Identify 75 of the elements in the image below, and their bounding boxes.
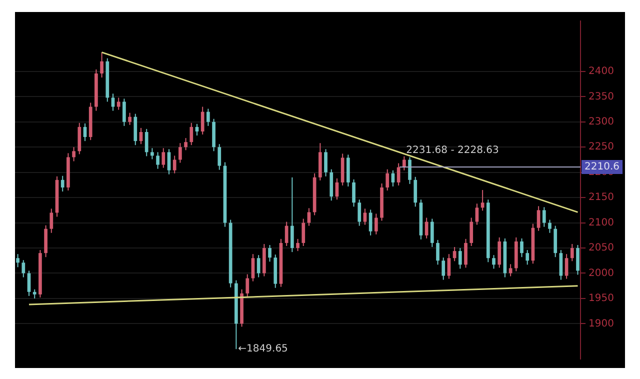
candlestick [172, 155, 176, 174]
y-tick-label: 2100 [588, 217, 614, 228]
candlestick [368, 209, 372, 236]
candlestick [363, 208, 367, 226]
ref-line-label: 2210.6 [584, 162, 620, 173]
candlestick [16, 254, 20, 268]
candlestick [520, 238, 524, 258]
y-tick-label: 2000 [588, 268, 614, 279]
candlestick [374, 213, 378, 235]
candlestick [32, 288, 36, 299]
candlestick [526, 250, 530, 266]
y-tick-label: 1950 [588, 293, 614, 304]
y-tick-label: 2300 [588, 116, 614, 128]
candlestick [122, 98, 126, 126]
candlestick [414, 176, 418, 208]
candlestick [167, 148, 171, 175]
candlestick [184, 138, 188, 151]
candlestick [111, 93, 115, 112]
candlestick [548, 219, 552, 234]
candlestick [430, 218, 434, 248]
candlestick [402, 156, 406, 171]
y-tick-label: 2050 [588, 242, 614, 254]
candlestick [251, 254, 255, 282]
candlestick [442, 257, 446, 280]
candlestick [296, 238, 300, 252]
candlestick [498, 236, 502, 268]
candlestick [268, 244, 272, 262]
candlestick [218, 144, 222, 170]
candlestick [100, 52, 104, 78]
candlestick [284, 221, 288, 246]
y-tick-label: 1900 [588, 318, 614, 330]
candlestick [27, 270, 31, 296]
annotation: ←1849.65 [238, 344, 288, 355]
candlestick [408, 156, 412, 184]
candlestick [458, 248, 462, 270]
candlestick [436, 239, 440, 266]
candlestick [116, 97, 120, 110]
candlestick [60, 175, 64, 192]
candlestick [386, 168, 390, 192]
candlestick [302, 218, 306, 246]
y-tick-label: 2400 [588, 66, 614, 78]
candlestick [190, 122, 194, 146]
candlestick [290, 176, 294, 253]
candlestick [352, 178, 356, 208]
candlestick [128, 112, 132, 126]
candlestick [570, 243, 574, 262]
candlestick [206, 108, 210, 126]
annotation: 2231.68 - 2228.63 [406, 144, 499, 156]
candlestick [447, 254, 451, 280]
candlestick [358, 199, 362, 226]
candlestick [492, 254, 496, 270]
candlestick [307, 208, 311, 226]
candlestick [178, 142, 182, 164]
candlestick [542, 206, 546, 228]
candlestick [162, 148, 166, 168]
candlestick [200, 106, 204, 136]
candlestick [246, 274, 250, 297]
candlestick [324, 148, 328, 177]
candlestick [536, 206, 540, 232]
candlestick [559, 250, 563, 280]
candlestick [144, 128, 148, 157]
y-tick-label: 2150 [588, 192, 614, 204]
candlestick [150, 148, 154, 160]
candlestick [464, 238, 468, 268]
candlestick [470, 217, 474, 246]
y-tick-label: 2250 [588, 142, 614, 153]
candlestick [576, 244, 580, 276]
candlestick [22, 260, 26, 278]
candlestick [72, 146, 76, 162]
candlestick [50, 208, 54, 234]
candlestick [256, 254, 260, 278]
candlestick [475, 203, 479, 226]
candlestick [564, 254, 568, 280]
candlestick [156, 152, 160, 170]
y-tick-label: 2350 [588, 91, 614, 102]
